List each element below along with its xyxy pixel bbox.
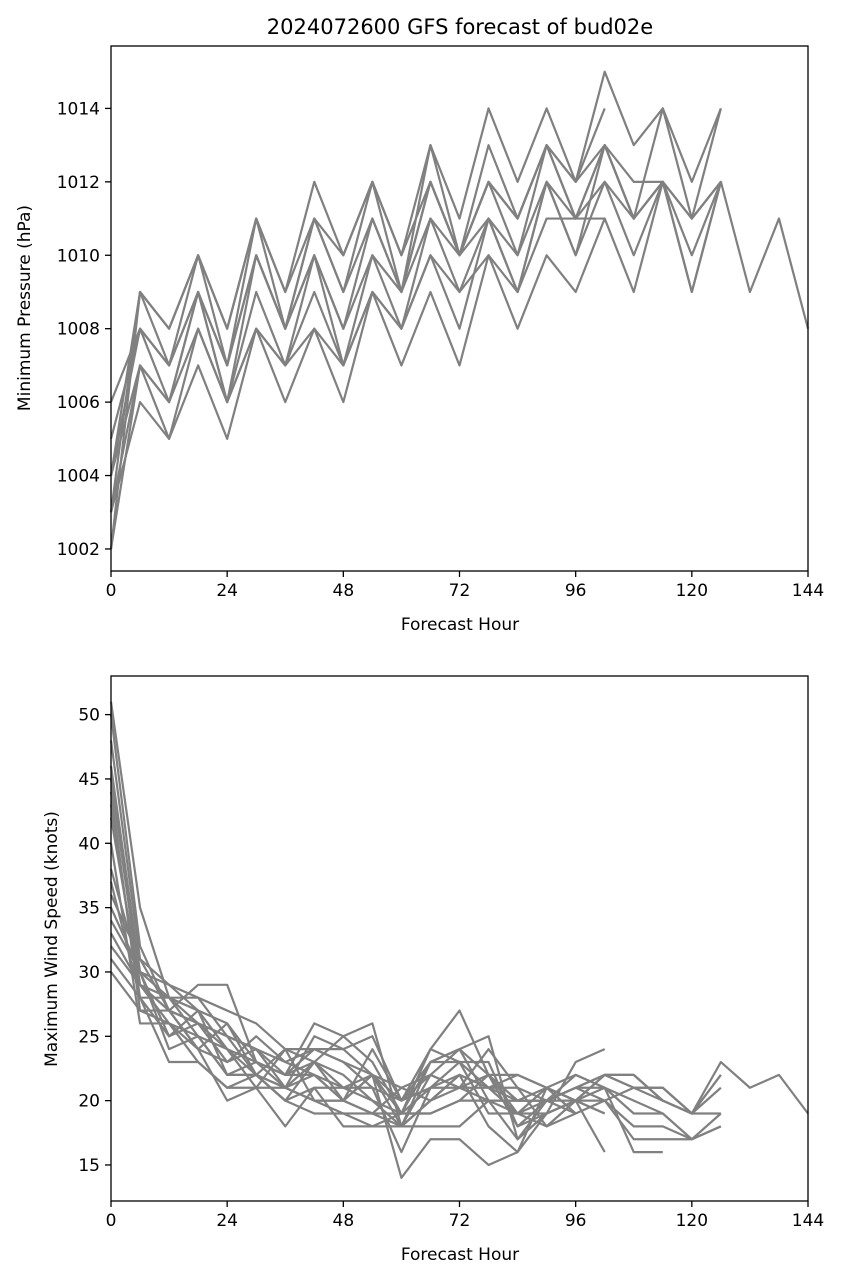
pressure-series-group xyxy=(109,70,810,550)
pressure-panel: 2024072600 GFS forecast of bud02e 0 24 48 7… xyxy=(15,15,824,635)
wind-series-line-13 xyxy=(109,907,606,1128)
wind-x-axis-label: Forecast Hour xyxy=(401,1245,519,1265)
pressure-y-tick-label: 1012 xyxy=(57,173,100,193)
wind-series-line-18 xyxy=(110,932,576,1102)
pressure-y-tick-label: 1004 xyxy=(57,467,100,487)
wind-x-tick-label: 48 xyxy=(333,1211,355,1231)
pressure-y-tick-label: 1008 xyxy=(57,320,100,340)
wind-x-ticks: 0 24 48 72 96 120 144 xyxy=(106,1201,824,1231)
wind-y-ticks: 15 20 25 30 35 40 45 50 xyxy=(78,706,111,1176)
pressure-x-ticks: 0 24 48 72 96 120 144 xyxy=(106,571,824,601)
wind-plot-frame xyxy=(110,675,809,1202)
wind-series-line-12 xyxy=(109,894,663,1128)
wind-x-tick-label: 72 xyxy=(449,1211,471,1231)
pressure-series-line-8 xyxy=(109,144,664,550)
wind-x-tick-label: 96 xyxy=(565,1211,587,1231)
wind-y-tick-label: 45 xyxy=(78,770,100,790)
wind-series-line-6 xyxy=(109,791,663,1154)
pressure-series-line-10 xyxy=(109,144,722,476)
pressure-y-axis-label: Minimum Pressure (hPa) xyxy=(15,205,35,411)
pressure-y-ticks: 1002 1004 1006 1008 1010 1012 1014 xyxy=(57,99,111,560)
pressure-x-axis-label: Forecast Hour xyxy=(401,615,519,635)
wind-y-tick-label: 35 xyxy=(78,899,100,919)
wind-series-line-3 xyxy=(109,740,606,1141)
wind-panel: 0 24 48 72 96 120 144 15 20 25 30 35 40 45 50 Forecas… xyxy=(42,675,824,1265)
pressure-x-tick-label: 24 xyxy=(216,581,238,601)
wind-series-line-4 xyxy=(109,765,722,1154)
pressure-plot-frame xyxy=(110,45,809,572)
wind-x-tick-label: 0 xyxy=(106,1211,117,1231)
wind-y-tick-label: 50 xyxy=(78,706,100,726)
pressure-x-tick-label: 96 xyxy=(565,581,587,601)
wind-x-tick-label: 144 xyxy=(792,1211,824,1231)
pressure-series-line-6 xyxy=(109,180,722,476)
wind-y-tick-label: 15 xyxy=(78,1156,100,1176)
wind-x-tick-label: 120 xyxy=(676,1211,708,1231)
chart-title: 2024072600 GFS forecast of bud02e xyxy=(267,15,653,39)
pressure-y-tick-label: 1002 xyxy=(57,540,100,560)
pressure-x-tick-label: 120 xyxy=(676,581,708,601)
wind-y-tick-label: 30 xyxy=(78,963,100,983)
wind-y-tick-label: 25 xyxy=(78,1027,100,1047)
wind-y-tick-label: 20 xyxy=(78,1092,100,1112)
wind-y-tick-label: 40 xyxy=(78,834,100,854)
pressure-x-tick-label: 144 xyxy=(792,581,824,601)
wind-x-tick-label: 24 xyxy=(216,1211,238,1231)
pressure-y-tick-label: 1014 xyxy=(57,99,100,119)
wind-y-axis-label: Maximum Wind Speed (knots) xyxy=(42,811,62,1067)
pressure-x-tick-label: 0 xyxy=(106,581,117,601)
pressure-series-line-9 xyxy=(109,180,722,513)
wind-series-group xyxy=(109,701,809,1179)
pressure-y-tick-label: 1006 xyxy=(57,393,100,413)
pressure-x-tick-label: 72 xyxy=(449,581,471,601)
pressure-y-tick-label: 1010 xyxy=(57,246,100,266)
pressure-x-tick-label: 48 xyxy=(333,581,355,601)
